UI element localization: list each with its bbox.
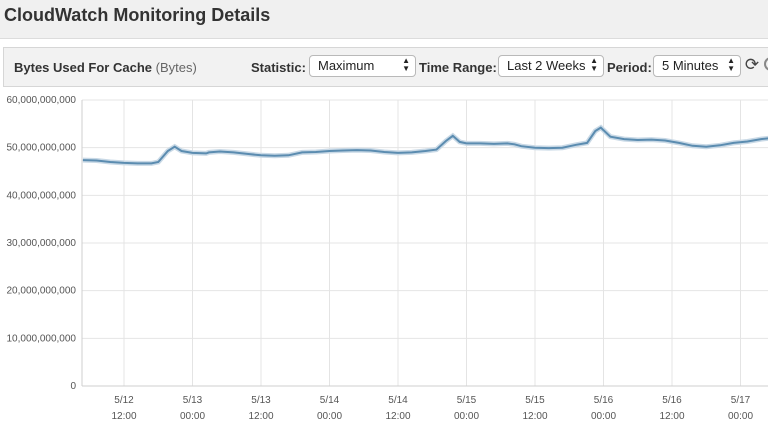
metric-unit: (Bytes)	[155, 60, 197, 75]
statistic-select[interactable]: Maximum ▲ ▼	[309, 55, 416, 77]
chart-series	[82, 124, 768, 166]
x-tick-time: 00:00	[454, 411, 479, 422]
period-value: 5 Minutes	[662, 58, 719, 73]
y-tick-label: 40,000,000,000	[6, 190, 76, 201]
statistic-label: Statistic:	[251, 60, 306, 75]
period-select[interactable]: 5 Minutes ▲ ▼	[653, 55, 741, 77]
y-tick-label: 60,000,000,000	[6, 95, 76, 106]
x-tick-date: 5/14	[388, 395, 408, 406]
y-tick-label: 10,000,000,000	[6, 333, 76, 344]
bytes-used-chart: 60,000,000,000 50,000,000,000 40,000,000,0…	[6, 95, 768, 422]
series-line	[82, 126, 768, 165]
y-tick-label: 30,000,000,000	[6, 238, 76, 249]
page-header: CloudWatch Monitoring Details	[0, 0, 768, 39]
chart-grid	[81, 99, 768, 387]
select-arrows-icon: ▲ ▼	[402, 56, 410, 73]
time-range-label: Time Range:	[419, 60, 497, 75]
x-tick-date: 5/17	[731, 395, 751, 406]
x-tick-date: 5/13	[251, 395, 271, 406]
y-axis-labels: 60,000,000,000 50,000,000,000 40,000,000,0…	[6, 95, 76, 392]
metric-title: Bytes Used For Cache (Bytes)	[14, 60, 197, 75]
x-tick-date: 5/15	[525, 395, 545, 406]
x-tick-date: 5/16	[594, 395, 614, 406]
series-line-shadow	[82, 124, 768, 166]
x-tick-time: 12:00	[111, 411, 136, 422]
x-tick-date: 5/16	[662, 395, 682, 406]
time-range-value: Last 2 Weeks	[507, 58, 586, 73]
y-tick-label: 50,000,000,000	[6, 143, 76, 154]
x-tick-time: 12:00	[522, 411, 547, 422]
x-tick-date: 5/13	[183, 395, 203, 406]
x-tick-time: 12:00	[659, 411, 684, 422]
x-tick-time: 00:00	[591, 411, 616, 422]
x-tick-date: 5/14	[320, 395, 340, 406]
select-arrows-icon: ▲ ▼	[727, 56, 735, 73]
period-label: Period:	[607, 60, 652, 75]
refresh-icon[interactable]: ⟳	[744, 55, 760, 74]
y-tick-label: 20,000,000,000	[6, 286, 76, 297]
page-title: CloudWatch Monitoring Details	[4, 5, 271, 25]
statistic-value: Maximum	[318, 58, 375, 73]
x-axis-labels: 5/12 12:00 5/13 00:00 5/13 12:00 5/14 00:00 5/14…	[111, 395, 753, 422]
metric-toolbar: Bytes Used For Cache (Bytes) Statistic: …	[3, 47, 768, 87]
metric-name: Bytes Used For Cache	[14, 60, 152, 75]
help-icon[interactable]	[764, 57, 768, 71]
x-tick-time: 12:00	[385, 411, 410, 422]
x-tick-time: 00:00	[317, 411, 342, 422]
x-tick-time: 00:00	[180, 411, 205, 422]
x-tick-time: 12:00	[248, 411, 273, 422]
time-range-select[interactable]: Last 2 Weeks ▲ ▼	[498, 55, 604, 77]
select-arrows-icon: ▲ ▼	[590, 56, 598, 73]
x-tick-time: 00:00	[728, 411, 753, 422]
y-tick-label: 0	[70, 381, 76, 392]
x-tick-date: 5/15	[457, 395, 477, 406]
x-tick-date: 5/12	[114, 395, 134, 406]
